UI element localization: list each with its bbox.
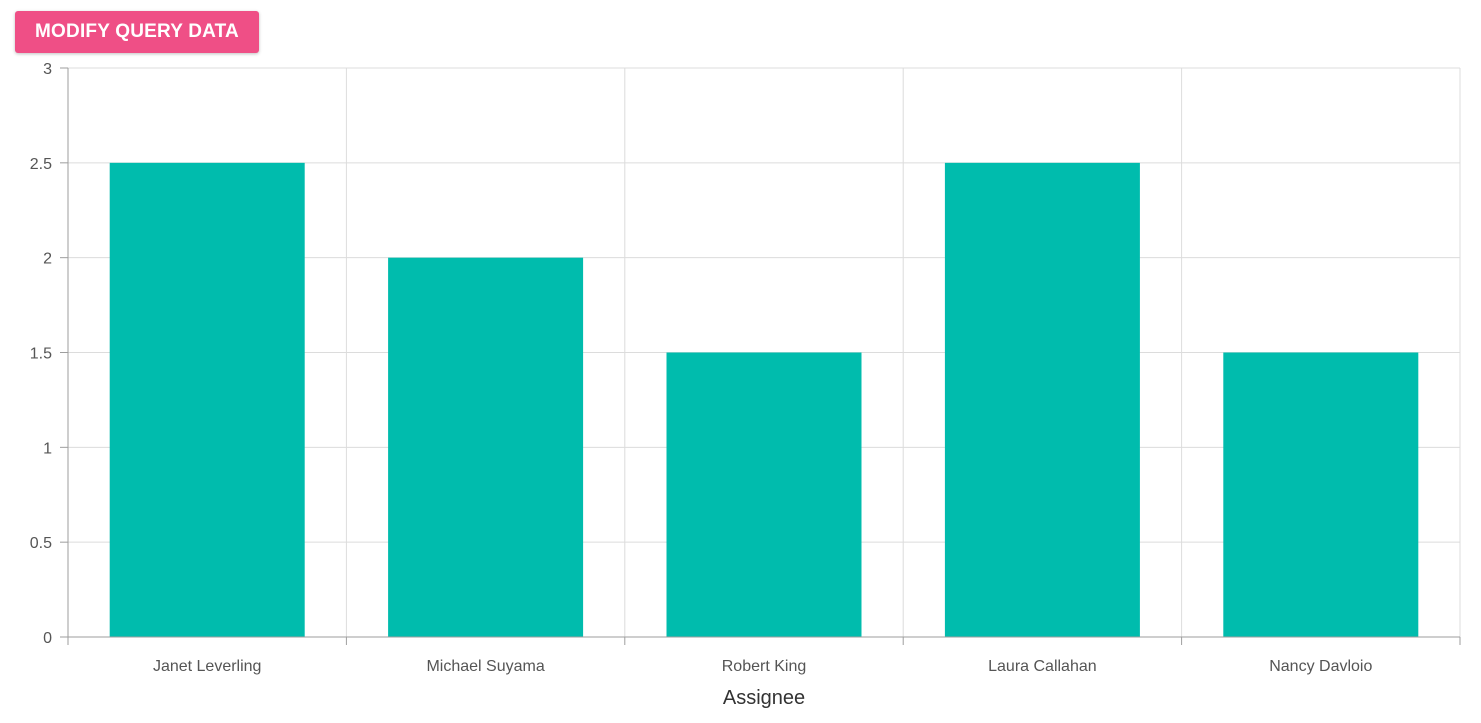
- y-tick-label: 2: [43, 251, 52, 268]
- bar-michael-suyama: [388, 257, 584, 637]
- x-tick-label: Michael Suyama: [426, 658, 544, 675]
- x-tick-label: Nancy Davloio: [1269, 658, 1372, 675]
- bar-janet-leverling: [109, 162, 305, 638]
- y-tick-label: 1: [43, 440, 52, 457]
- bar-nancy-davloio: [1223, 352, 1419, 637]
- y-tick-label: 1.5: [30, 346, 52, 363]
- y-tick-label: 3: [43, 61, 52, 78]
- x-tick-label: Janet Leverling: [153, 658, 262, 675]
- y-tick-label: 2.5: [30, 156, 52, 173]
- bar-laura-callahan: [944, 162, 1140, 638]
- y-axis-tick-labels: 0 0.5 1 1.5 2 2.5 3: [30, 61, 52, 647]
- y-tick-label: 0: [43, 630, 52, 647]
- y-tick-label: 0.5: [30, 535, 52, 552]
- modify-query-data-button[interactable]: MODIFY QUERY DATA: [15, 11, 259, 53]
- x-tick-label: Robert King: [722, 658, 807, 675]
- bar-robert-king: [666, 352, 862, 637]
- axes: [60, 67, 1461, 645]
- x-tick-label: Laura Callahan: [988, 658, 1097, 675]
- x-axis-tick-labels: Janet Leverling Michael Suyama Robert King…: [153, 658, 1373, 675]
- x-axis-title: Assignee: [723, 687, 805, 709]
- bars: [109, 162, 1419, 638]
